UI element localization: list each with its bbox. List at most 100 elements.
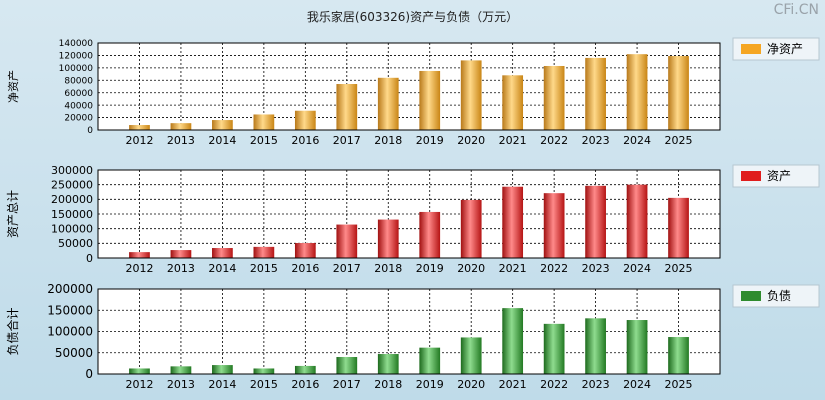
plot-frame (97, 169, 721, 259)
x-tick-label: 2015 (250, 134, 278, 147)
bar-2022 (543, 193, 565, 258)
bar-2024 (626, 184, 648, 258)
x-tick-label: 2014 (208, 378, 236, 391)
x-tick-label: 2012 (125, 262, 153, 275)
x-tick-label: 2022 (540, 378, 568, 391)
legend-swatch (741, 44, 761, 54)
x-tick-label: 2012 (125, 378, 153, 391)
x-tick-label: 2023 (582, 134, 610, 147)
watermark: CFi.CN (773, 2, 819, 18)
x-tick-label: 2013 (167, 378, 195, 391)
bar-2012 (129, 125, 150, 130)
y-tick-label: 120000 (59, 52, 94, 62)
legend-box (732, 284, 820, 308)
bar-2025 (668, 197, 689, 258)
y-tick-label: 200000 (51, 193, 93, 206)
bar-2013 (170, 123, 192, 130)
bar-2014 (212, 365, 233, 374)
bar-2012 (129, 368, 150, 374)
bar-2017 (336, 84, 358, 130)
plot-area-1 (98, 43, 720, 130)
y-tick-label: 100000 (59, 64, 94, 74)
bar-2016 (294, 110, 316, 130)
y-axis-label: 负债合计 (5, 307, 20, 355)
y-axis-label: 净资产 (6, 70, 20, 103)
y-tick-label: 140000 (59, 39, 94, 49)
legend-box (732, 164, 820, 188)
bar-2024 (626, 54, 648, 130)
x-tick-label: 2019 (416, 262, 444, 275)
x-tick-label: 2021 (499, 262, 527, 275)
bar-2023 (585, 57, 606, 130)
bar-2017 (336, 357, 358, 374)
y-tick-label: 50000 (55, 346, 93, 360)
y-tick-label: 80000 (64, 76, 93, 86)
bar-2021 (502, 75, 524, 130)
bar-2021 (502, 186, 524, 258)
x-tick-label: 2022 (540, 134, 568, 147)
y-tick-label: 0 (86, 252, 93, 265)
plot-area-3 (98, 289, 720, 374)
y-tick-label: 150000 (51, 208, 93, 221)
bar-2023 (585, 318, 606, 374)
x-tick-label: 2014 (208, 262, 236, 275)
bar-2014 (212, 248, 233, 258)
bar-2015 (253, 114, 275, 130)
legend-label: 负债 (767, 289, 791, 303)
bar-2024 (626, 320, 648, 374)
bar-2015 (253, 246, 275, 258)
chart-title: 我乐家居(603326)资产与负债（万元） (306, 10, 519, 24)
x-tick-label: 2014 (208, 134, 236, 147)
bar-2020 (460, 199, 482, 258)
bar-2018 (377, 354, 399, 374)
y-axis-label: 资产总计 (6, 190, 20, 238)
x-tick-label: 2018 (374, 134, 402, 147)
x-tick-label: 2018 (374, 378, 402, 391)
x-tick-label: 2024 (623, 262, 651, 275)
x-tick-label: 2020 (457, 134, 485, 147)
bar-2022 (543, 65, 565, 130)
x-tick-label: 2025 (665, 262, 693, 275)
bar-2016 (294, 243, 316, 258)
x-tick-label: 2019 (416, 134, 444, 147)
bar-2019 (419, 211, 441, 258)
bar-2013 (170, 366, 192, 374)
x-tick-label: 2023 (582, 262, 610, 275)
x-tick-label: 2017 (333, 378, 361, 391)
y-tick-label: 200000 (47, 282, 93, 296)
y-tick-label: 20000 (64, 114, 93, 124)
x-tick-label: 2015 (250, 262, 278, 275)
bar-2019 (419, 347, 441, 374)
x-tick-label: 2021 (499, 134, 527, 147)
x-tick-label: 2013 (167, 262, 195, 275)
x-tick-label: 2020 (457, 378, 485, 391)
legend-box (732, 37, 820, 61)
bar-2014 (212, 120, 233, 130)
x-tick-label: 2023 (582, 378, 610, 391)
y-tick-label: 40000 (64, 101, 93, 111)
x-tick-label: 2021 (499, 378, 527, 391)
x-tick-label: 2012 (125, 134, 153, 147)
bar-2025 (668, 56, 689, 130)
y-tick-label: 150000 (47, 303, 93, 317)
x-tick-label: 2025 (665, 134, 693, 147)
x-tick-label: 2013 (167, 134, 195, 147)
bar-2021 (502, 308, 524, 374)
bar-2018 (377, 77, 399, 130)
y-tick-label: 0 (87, 126, 93, 136)
x-tick-label: 2016 (291, 378, 319, 391)
legend-swatch (741, 171, 761, 181)
bar-2013 (170, 250, 192, 258)
bar-2022 (543, 323, 565, 374)
x-tick-label: 2018 (374, 262, 402, 275)
x-tick-label: 2024 (623, 134, 651, 147)
bar-2012 (129, 252, 150, 258)
bar-2023 (585, 185, 606, 258)
bar-2018 (377, 219, 399, 258)
plot-area-2 (98, 170, 720, 258)
x-tick-label: 2016 (291, 134, 319, 147)
x-tick-label: 2016 (291, 262, 319, 275)
x-tick-label: 2025 (665, 378, 693, 391)
x-tick-label: 2020 (457, 262, 485, 275)
